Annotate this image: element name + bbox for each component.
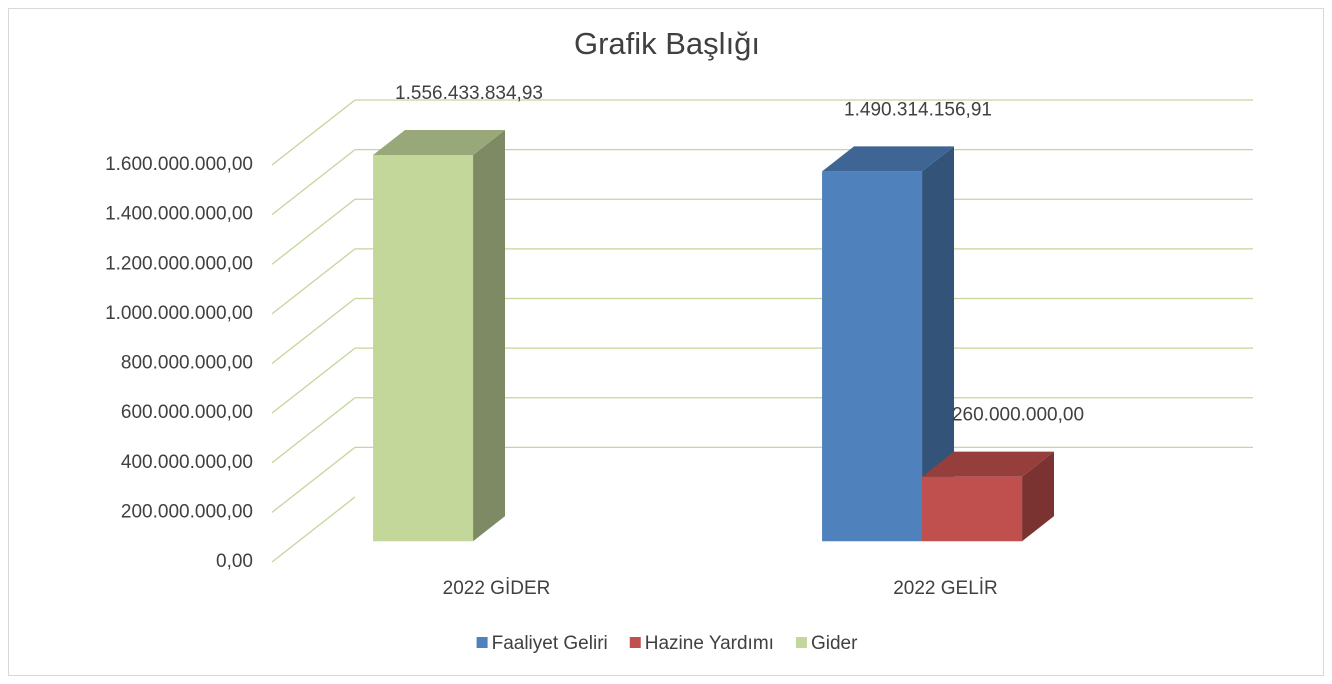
data-label: 1.556.433.834,93	[395, 83, 543, 104]
bar-top	[822, 146, 955, 172]
grid-line-side	[271, 446, 356, 513]
bar-front	[922, 476, 1023, 542]
bar-front	[822, 171, 923, 542]
legend-swatch	[795, 637, 807, 648]
bar-side	[473, 129, 506, 542]
bar-side	[1022, 451, 1055, 542]
grid-line-side	[271, 149, 356, 216]
bar-front	[373, 155, 474, 542]
y-tick-label: 1.600.000.000,00	[105, 154, 253, 175]
chart-title: Grafik Başlığı	[574, 26, 760, 61]
y-tick-label: 800.000.000,00	[121, 353, 253, 374]
legend-swatch	[629, 637, 641, 648]
bar-side	[922, 146, 955, 542]
grid-line-side	[271, 198, 356, 265]
y-tick-label: 1.200.000.000,00	[105, 253, 253, 274]
legend-label: Faaliyet Geliri	[492, 633, 608, 654]
bar-top	[922, 451, 1055, 477]
grid-line-side	[271, 397, 356, 464]
y-tick-label: 1.000.000.000,00	[105, 303, 253, 324]
grid-line-side	[271, 347, 356, 414]
bar-top	[373, 129, 506, 156]
x-tick-label: 2022 GİDER	[443, 578, 551, 599]
y-tick-label: 600.000.000,00	[121, 402, 253, 423]
legend-label: Hazine Yardımı	[645, 633, 774, 654]
y-tick-label: 400.000.000,00	[121, 452, 253, 473]
x-tick-label: 2022 GELİR	[893, 578, 998, 599]
legend-label: Gider	[811, 633, 858, 654]
legend-swatch	[476, 637, 488, 648]
grid-line-side	[271, 99, 356, 166]
chart-border	[8, 8, 1324, 676]
y-tick-label: 200.000.000,00	[121, 501, 253, 522]
grid-line-side	[271, 496, 356, 563]
data-label: 260.000.000,00	[952, 405, 1084, 426]
y-tick-label: 0,00	[216, 551, 253, 572]
y-tick-label: 1.400.000.000,00	[105, 204, 253, 225]
data-label: 1.490.314.156,91	[844, 99, 992, 120]
grid-line-side	[271, 297, 356, 365]
grid-line-side	[271, 248, 356, 315]
